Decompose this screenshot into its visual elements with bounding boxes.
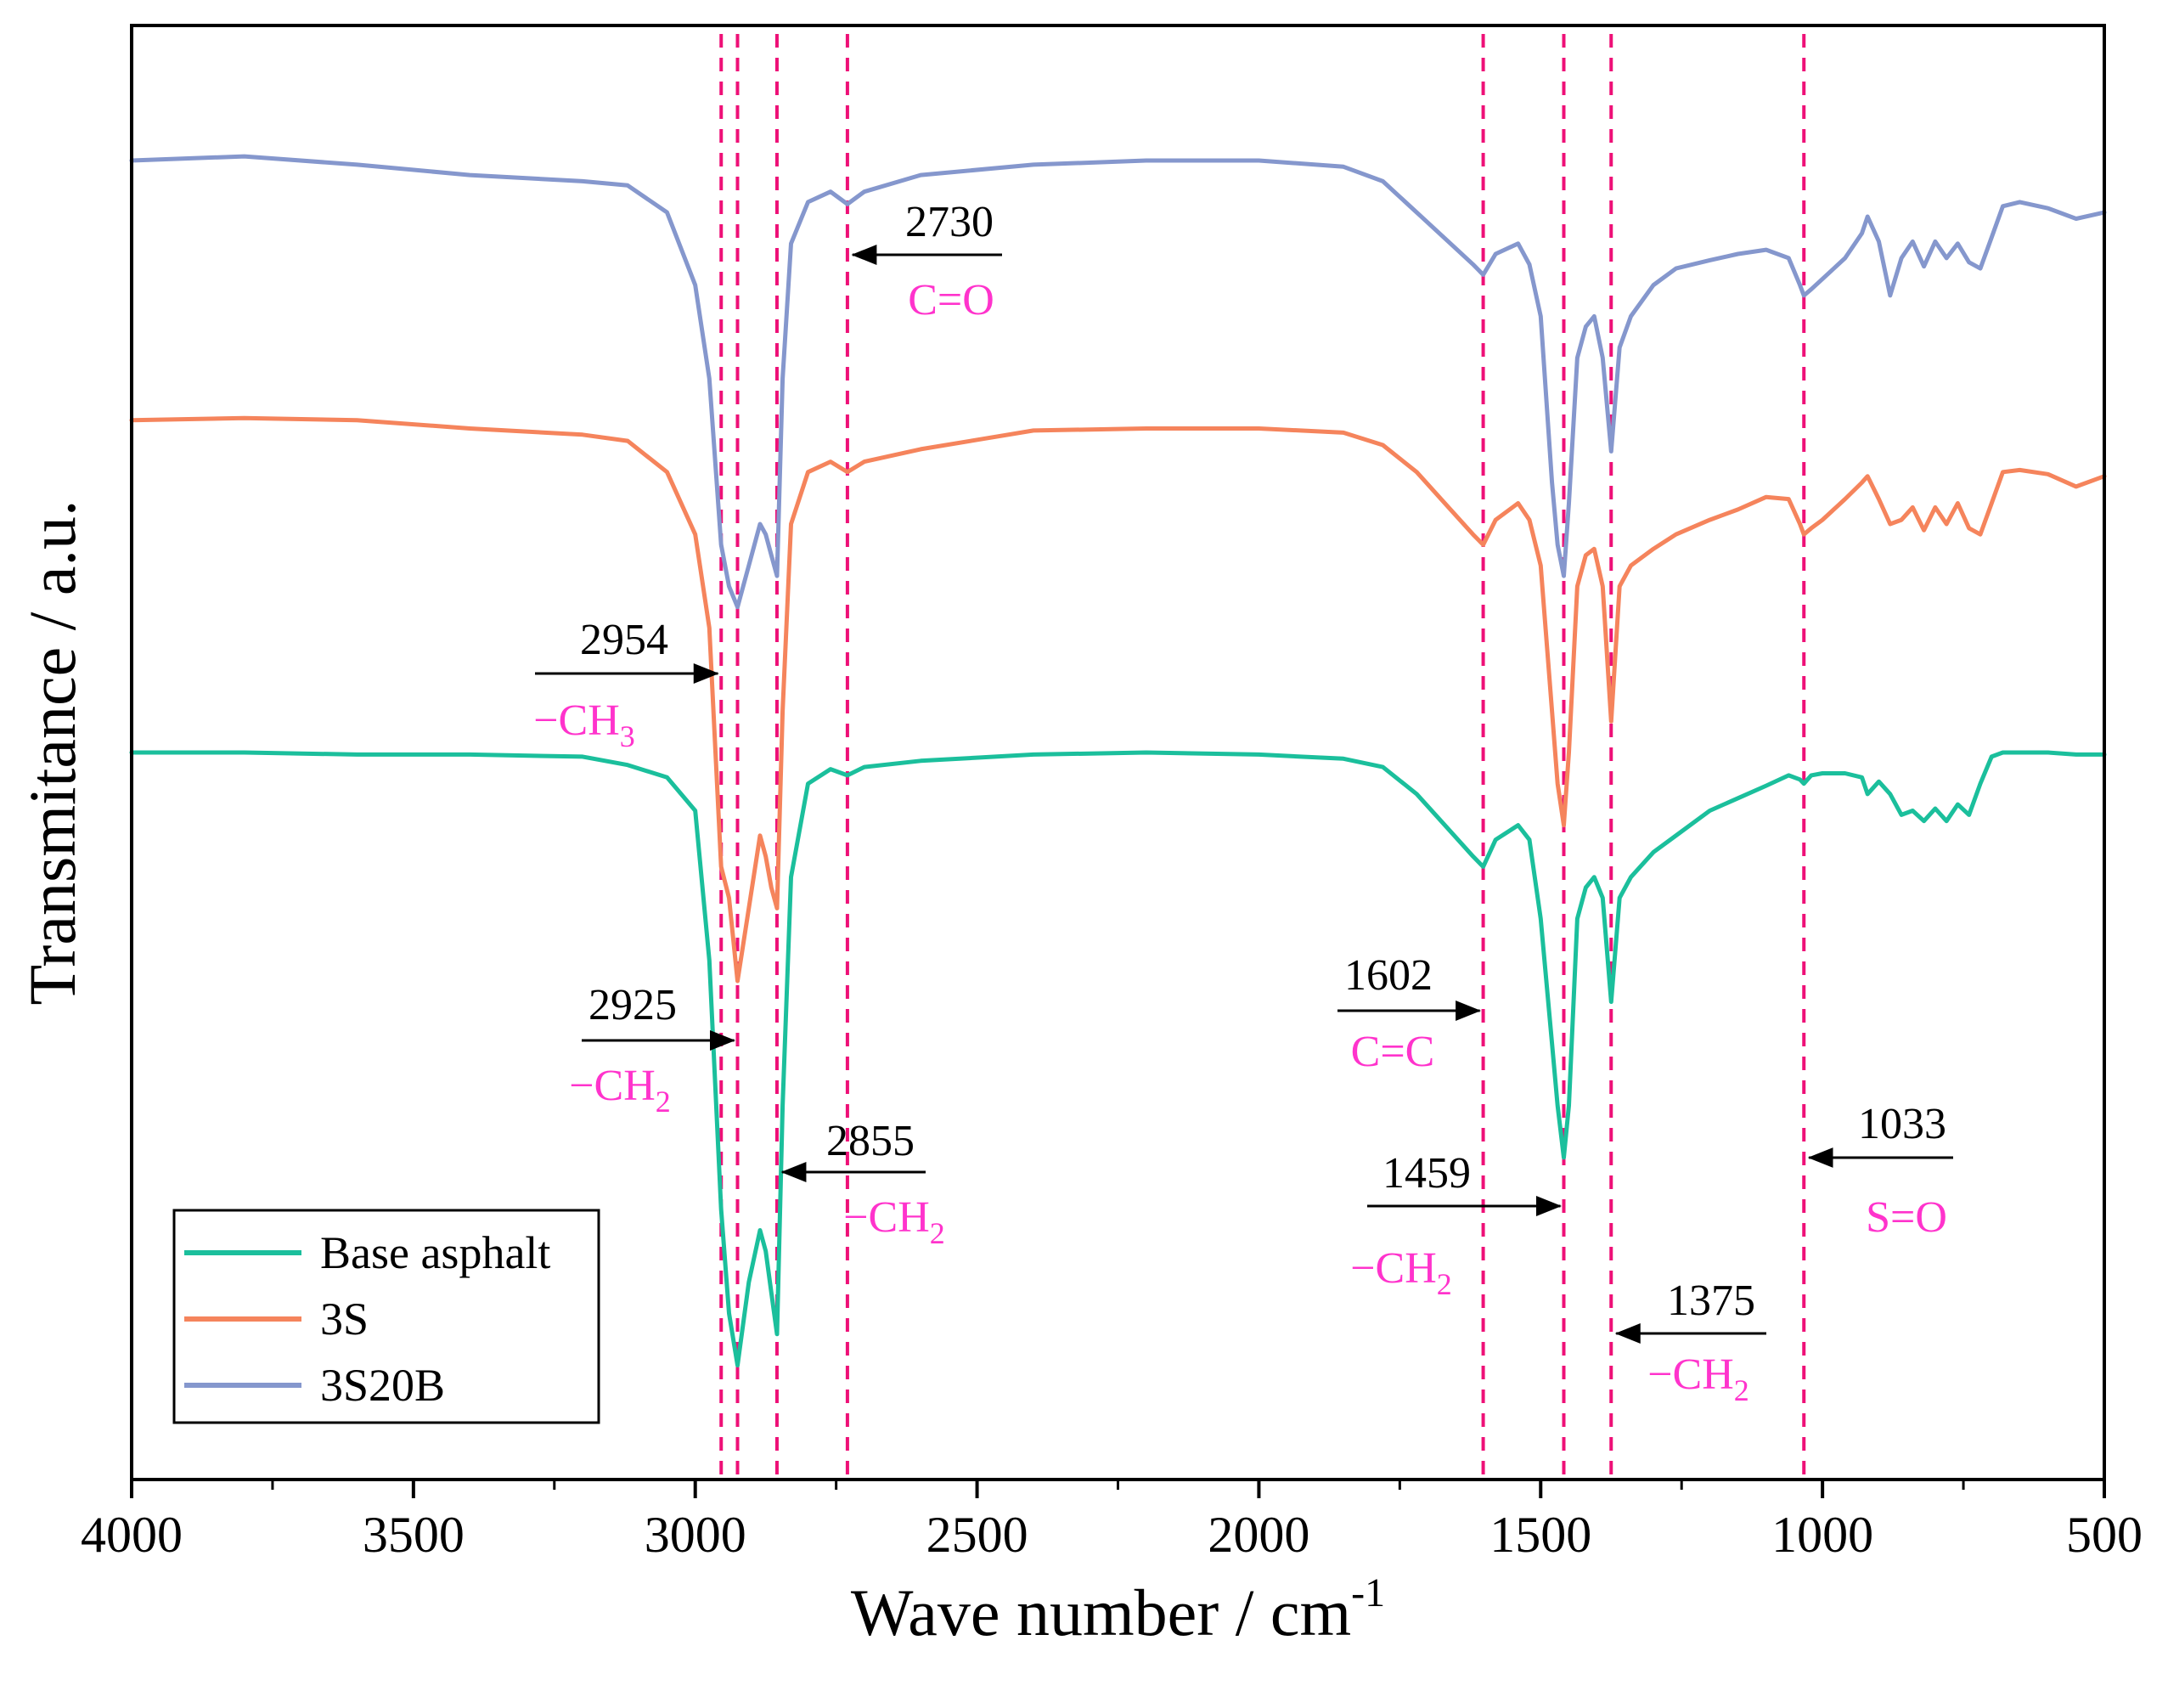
annotation-group-label: −CH bbox=[569, 1062, 656, 1110]
x-tick-label-1500: 1500 bbox=[1489, 1507, 1591, 1563]
x-tick-label-4000: 4000 bbox=[81, 1507, 183, 1563]
annotation-2954: 2954 −CH3 bbox=[533, 616, 719, 753]
annotation-number-2730: 2730 bbox=[905, 198, 994, 246]
annotation-group-1375: −CH2 bbox=[1647, 1350, 1749, 1407]
annotation-1459: 1459 −CH2 bbox=[1350, 1149, 1562, 1301]
legend: Base asphalt 3S 3S20B bbox=[172, 1209, 600, 1424]
series-line-base-asphalt bbox=[129, 750, 2107, 1367]
marker-lines bbox=[719, 34, 1806, 1480]
annotation-group-label: −CH bbox=[1350, 1244, 1437, 1293]
annotation-2925: 2925 −CH2 bbox=[569, 981, 735, 1119]
annotation-group-2730: C=O bbox=[908, 276, 994, 324]
annotation-group-label: −CH bbox=[1647, 1350, 1734, 1399]
annotation-group-label: −CH bbox=[843, 1193, 930, 1242]
annotation-group-1033: S=O bbox=[1866, 1193, 1947, 1242]
annotation-1033: 1033 S=O bbox=[1807, 1100, 1953, 1242]
legend-label-3s: 3S bbox=[320, 1294, 369, 1344]
x-tick-label-3500: 3500 bbox=[363, 1507, 465, 1563]
annotation-group-label: C=C bbox=[1351, 1028, 1435, 1076]
annotation-group-subscript: 2 bbox=[930, 1216, 945, 1250]
x-tick-label-500: 500 bbox=[2066, 1507, 2143, 1563]
annotation-2730: 2730 C=O bbox=[851, 198, 1002, 324]
annotation-number-1459: 1459 bbox=[1382, 1149, 1471, 1198]
annotation-number-2954: 2954 bbox=[580, 616, 668, 664]
x-axis: 4000 3500 3000 2500 2000 1500 1000 500 bbox=[81, 1480, 2143, 1563]
x-axis-title: Wave number / cm-1 bbox=[851, 1570, 1385, 1649]
annotation-group-label: S=O bbox=[1866, 1193, 1947, 1242]
annotation-group-1459: −CH2 bbox=[1350, 1244, 1452, 1301]
annotation-group-subscript: 3 bbox=[620, 719, 635, 753]
annotation-group-label: −CH bbox=[533, 696, 620, 745]
annotation-group-2855: −CH2 bbox=[843, 1193, 945, 1250]
annotation-number-1033: 1033 bbox=[1858, 1100, 1946, 1148]
annotation-number-1602: 1602 bbox=[1344, 951, 1433, 1000]
y-axis-title: Transmitance / a.u. bbox=[15, 499, 89, 1005]
x-tick-label-1000: 1000 bbox=[1771, 1507, 1873, 1563]
annotation-group-subscript: 2 bbox=[656, 1085, 671, 1119]
annotation-number-2855: 2855 bbox=[826, 1117, 915, 1165]
x-tick-label-3000: 3000 bbox=[645, 1507, 746, 1563]
annotation-group-subscript: 2 bbox=[1437, 1267, 1452, 1301]
x-tick-label-2500: 2500 bbox=[926, 1507, 1028, 1563]
annotation-group-label: C=O bbox=[908, 276, 994, 324]
annotation-group-1602: C=C bbox=[1351, 1028, 1435, 1076]
series-line-3s bbox=[129, 415, 2107, 984]
annotations: 2954−CH32925−CH22855−CH22730C=O1602C=C14… bbox=[533, 198, 1953, 1407]
series-line-3s20b bbox=[129, 154, 2107, 610]
x-axis-title-main: Wave number / cm bbox=[851, 1576, 1351, 1649]
x-axis-title-sup: -1 bbox=[1351, 1570, 1385, 1615]
annotation-2855: 2855 −CH2 bbox=[780, 1117, 945, 1250]
annotation-1602: 1602 C=C bbox=[1337, 951, 1482, 1076]
legend-label-base-asphalt: Base asphalt bbox=[320, 1227, 550, 1278]
annotation-number-1375: 1375 bbox=[1667, 1277, 1755, 1325]
annotation-group-subscript: 2 bbox=[1734, 1373, 1749, 1407]
series-group bbox=[129, 154, 2107, 1367]
annotation-1375: 1375 −CH2 bbox=[1614, 1277, 1766, 1407]
legend-label-3s20b: 3S20B bbox=[320, 1360, 445, 1411]
x-tick-label-2000: 2000 bbox=[1208, 1507, 1309, 1563]
annotation-group-2954: −CH3 bbox=[533, 696, 635, 753]
annotation-group-2925: −CH2 bbox=[569, 1062, 671, 1119]
annotation-number-2925: 2925 bbox=[588, 981, 677, 1029]
